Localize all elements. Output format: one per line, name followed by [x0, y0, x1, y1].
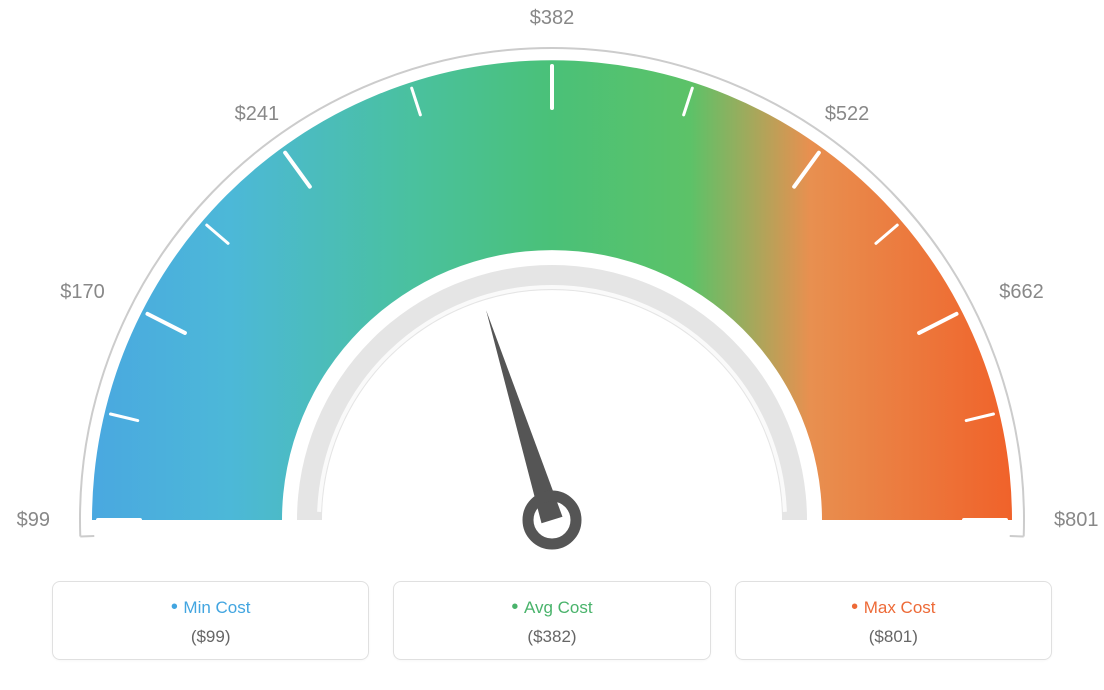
- svg-text:$382: $382: [530, 7, 575, 29]
- legend-min-value: ($99): [53, 627, 368, 647]
- legend-avg-label: Avg Cost: [394, 596, 709, 619]
- svg-text:$241: $241: [235, 103, 280, 125]
- gauge-chart: $99 $170 $241 $382 $522 $662 $801: [0, 0, 1104, 560]
- legend-max-label: Max Cost: [736, 596, 1051, 619]
- svg-text:$170: $170: [60, 281, 105, 303]
- legend-row: Min Cost ($99) Avg Cost ($382) Max Cost …: [0, 581, 1104, 660]
- legend-min-label: Min Cost: [53, 596, 368, 619]
- svg-text:$801: $801: [1054, 509, 1099, 531]
- svg-text:$522: $522: [825, 103, 870, 125]
- gauge-svg: $99 $170 $241 $382 $522 $662 $801: [0, 0, 1104, 560]
- legend-max-value: ($801): [736, 627, 1051, 647]
- legend-avg-value: ($382): [394, 627, 709, 647]
- legend-max: Max Cost ($801): [735, 581, 1052, 660]
- svg-text:$662: $662: [999, 281, 1044, 303]
- svg-text:$99: $99: [17, 509, 50, 531]
- legend-min: Min Cost ($99): [52, 581, 369, 660]
- legend-avg: Avg Cost ($382): [393, 581, 710, 660]
- chart-container: $99 $170 $241 $382 $522 $662 $801 Min Cost ($9…: [0, 0, 1104, 690]
